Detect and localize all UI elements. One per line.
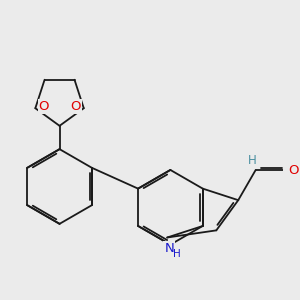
- Text: O: O: [70, 100, 80, 112]
- Text: H: H: [248, 154, 256, 167]
- Text: H: H: [173, 249, 180, 259]
- Text: N: N: [164, 242, 174, 255]
- Text: O: O: [289, 164, 299, 176]
- Text: O: O: [39, 100, 49, 112]
